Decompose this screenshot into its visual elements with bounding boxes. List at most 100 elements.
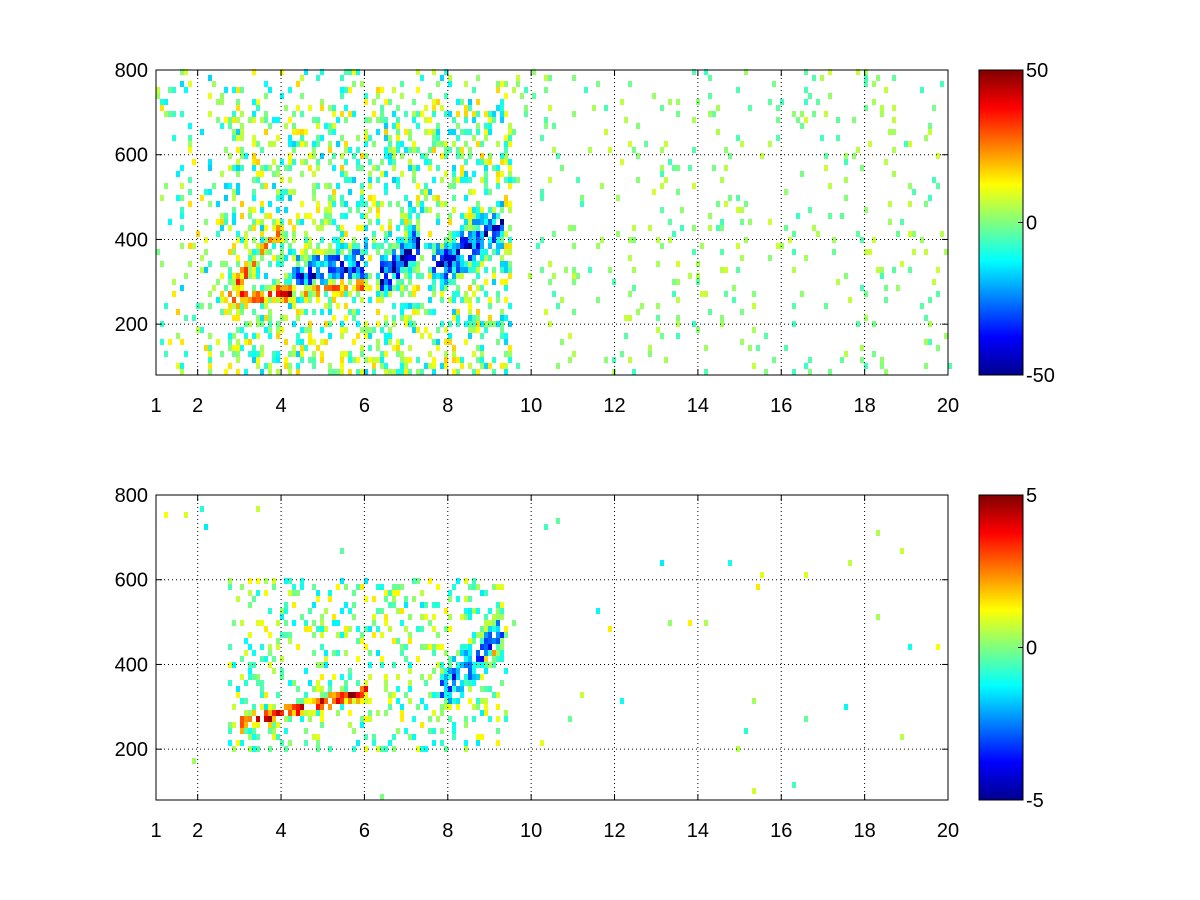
heatmap-cell — [240, 297, 244, 303]
heatmap-cell — [688, 273, 692, 279]
heatmap-cell — [356, 309, 360, 315]
heatmap-cell — [364, 135, 368, 141]
heatmap-cell — [480, 710, 484, 716]
heatmap-cell — [300, 357, 304, 363]
heatmap-cell — [380, 291, 384, 297]
heatmap-cell — [776, 135, 780, 141]
heatmap-cell — [468, 189, 472, 195]
heatmap-cell — [388, 626, 392, 632]
heatmap-cell — [452, 267, 456, 273]
heatmap-cell — [188, 81, 192, 87]
heatmap-cell — [792, 231, 796, 237]
heatmap-cell — [304, 255, 308, 261]
heatmap-cell — [268, 632, 272, 638]
heatmap-cell — [420, 255, 424, 261]
heatmap-cell — [376, 608, 380, 614]
heatmap-cell — [392, 153, 396, 159]
heatmap-cell — [392, 315, 396, 321]
heatmap-cell — [452, 309, 456, 315]
heatmap-cell — [804, 572, 808, 578]
heatmap-cell — [308, 165, 312, 171]
heatmap-cell — [268, 291, 272, 297]
heatmap-cell — [440, 141, 444, 147]
heatmap-cell — [820, 135, 824, 141]
heatmap-cell — [476, 273, 480, 279]
heatmap-cell — [912, 189, 916, 195]
heatmap-cell — [720, 225, 724, 231]
heatmap-cell — [832, 249, 836, 255]
heatmap-cell — [292, 297, 296, 303]
heatmap-cell — [328, 219, 332, 225]
heatmap-cell — [284, 620, 288, 626]
heatmap-cell — [524, 105, 528, 111]
heatmap-cell — [228, 662, 232, 668]
heatmap-cell — [292, 321, 296, 327]
heatmap-cell — [388, 261, 392, 267]
heatmap-cell — [356, 369, 360, 375]
heatmap-cell — [300, 129, 304, 135]
heatmap-cell — [260, 351, 264, 357]
heatmap-cell — [320, 357, 324, 363]
heatmap-cell — [548, 321, 552, 327]
heatmap-cell — [740, 339, 744, 345]
heatmap-cell — [228, 722, 232, 728]
heatmap-cell — [636, 153, 640, 159]
heatmap-cell — [244, 243, 248, 249]
x-tick-label: 1 — [150, 820, 161, 842]
heatmap-cell — [200, 195, 204, 201]
heatmap-cell — [376, 321, 380, 327]
heatmap-cell — [540, 135, 544, 141]
heatmap-cell — [188, 177, 192, 183]
heatmap-cell — [876, 75, 880, 81]
heatmap-cell — [248, 590, 252, 596]
heatmap-cell — [480, 213, 484, 219]
heatmap-cell — [812, 111, 816, 117]
heatmap-cell — [160, 195, 164, 201]
heatmap-cell — [288, 117, 292, 123]
heatmap-cell — [296, 279, 300, 285]
heatmap-cell — [344, 303, 348, 309]
heatmap-cell — [828, 369, 832, 375]
heatmap-cell — [508, 321, 512, 327]
heatmap-cell — [556, 518, 560, 524]
heatmap-cell — [636, 177, 640, 183]
heatmap-cell — [204, 237, 208, 243]
heatmap-cell — [340, 704, 344, 710]
heatmap-cell — [268, 644, 272, 650]
heatmap-cell — [400, 93, 404, 99]
heatmap-cell — [464, 662, 468, 668]
heatmap-cell — [268, 309, 272, 315]
heatmap-cell — [256, 105, 260, 111]
heatmap-cell — [348, 369, 352, 375]
heatmap-cell — [844, 195, 848, 201]
heatmap-cell — [504, 668, 508, 674]
heatmap-cell — [284, 189, 288, 195]
heatmap-cell — [276, 225, 280, 231]
heatmap-cell — [448, 596, 452, 602]
heatmap-cell — [304, 626, 308, 632]
heatmap-cell — [484, 225, 488, 231]
heatmap-cell — [228, 153, 232, 159]
heatmap-cell — [428, 309, 432, 315]
heatmap-cell — [460, 650, 464, 656]
heatmap-cell — [288, 153, 292, 159]
heatmap-cell — [288, 590, 292, 596]
heatmap-cell — [692, 225, 696, 231]
heatmap-cell — [360, 279, 364, 285]
heatmap-cell — [296, 710, 300, 716]
heatmap-cell — [200, 267, 204, 273]
heatmap-cell — [268, 285, 272, 291]
heatmap-cell — [208, 351, 212, 357]
heatmap-cell — [344, 105, 348, 111]
heatmap-cell — [300, 219, 304, 225]
heatmap-cell — [676, 321, 680, 327]
heatmap-cell — [476, 231, 480, 237]
heatmap-cell — [360, 716, 364, 722]
heatmap-cell — [428, 147, 432, 153]
heatmap-cell — [208, 189, 212, 195]
heatmap-cell — [356, 285, 360, 291]
heatmap-cell — [372, 231, 376, 237]
heatmap-cell — [268, 333, 272, 339]
heatmap-cell — [252, 345, 256, 351]
